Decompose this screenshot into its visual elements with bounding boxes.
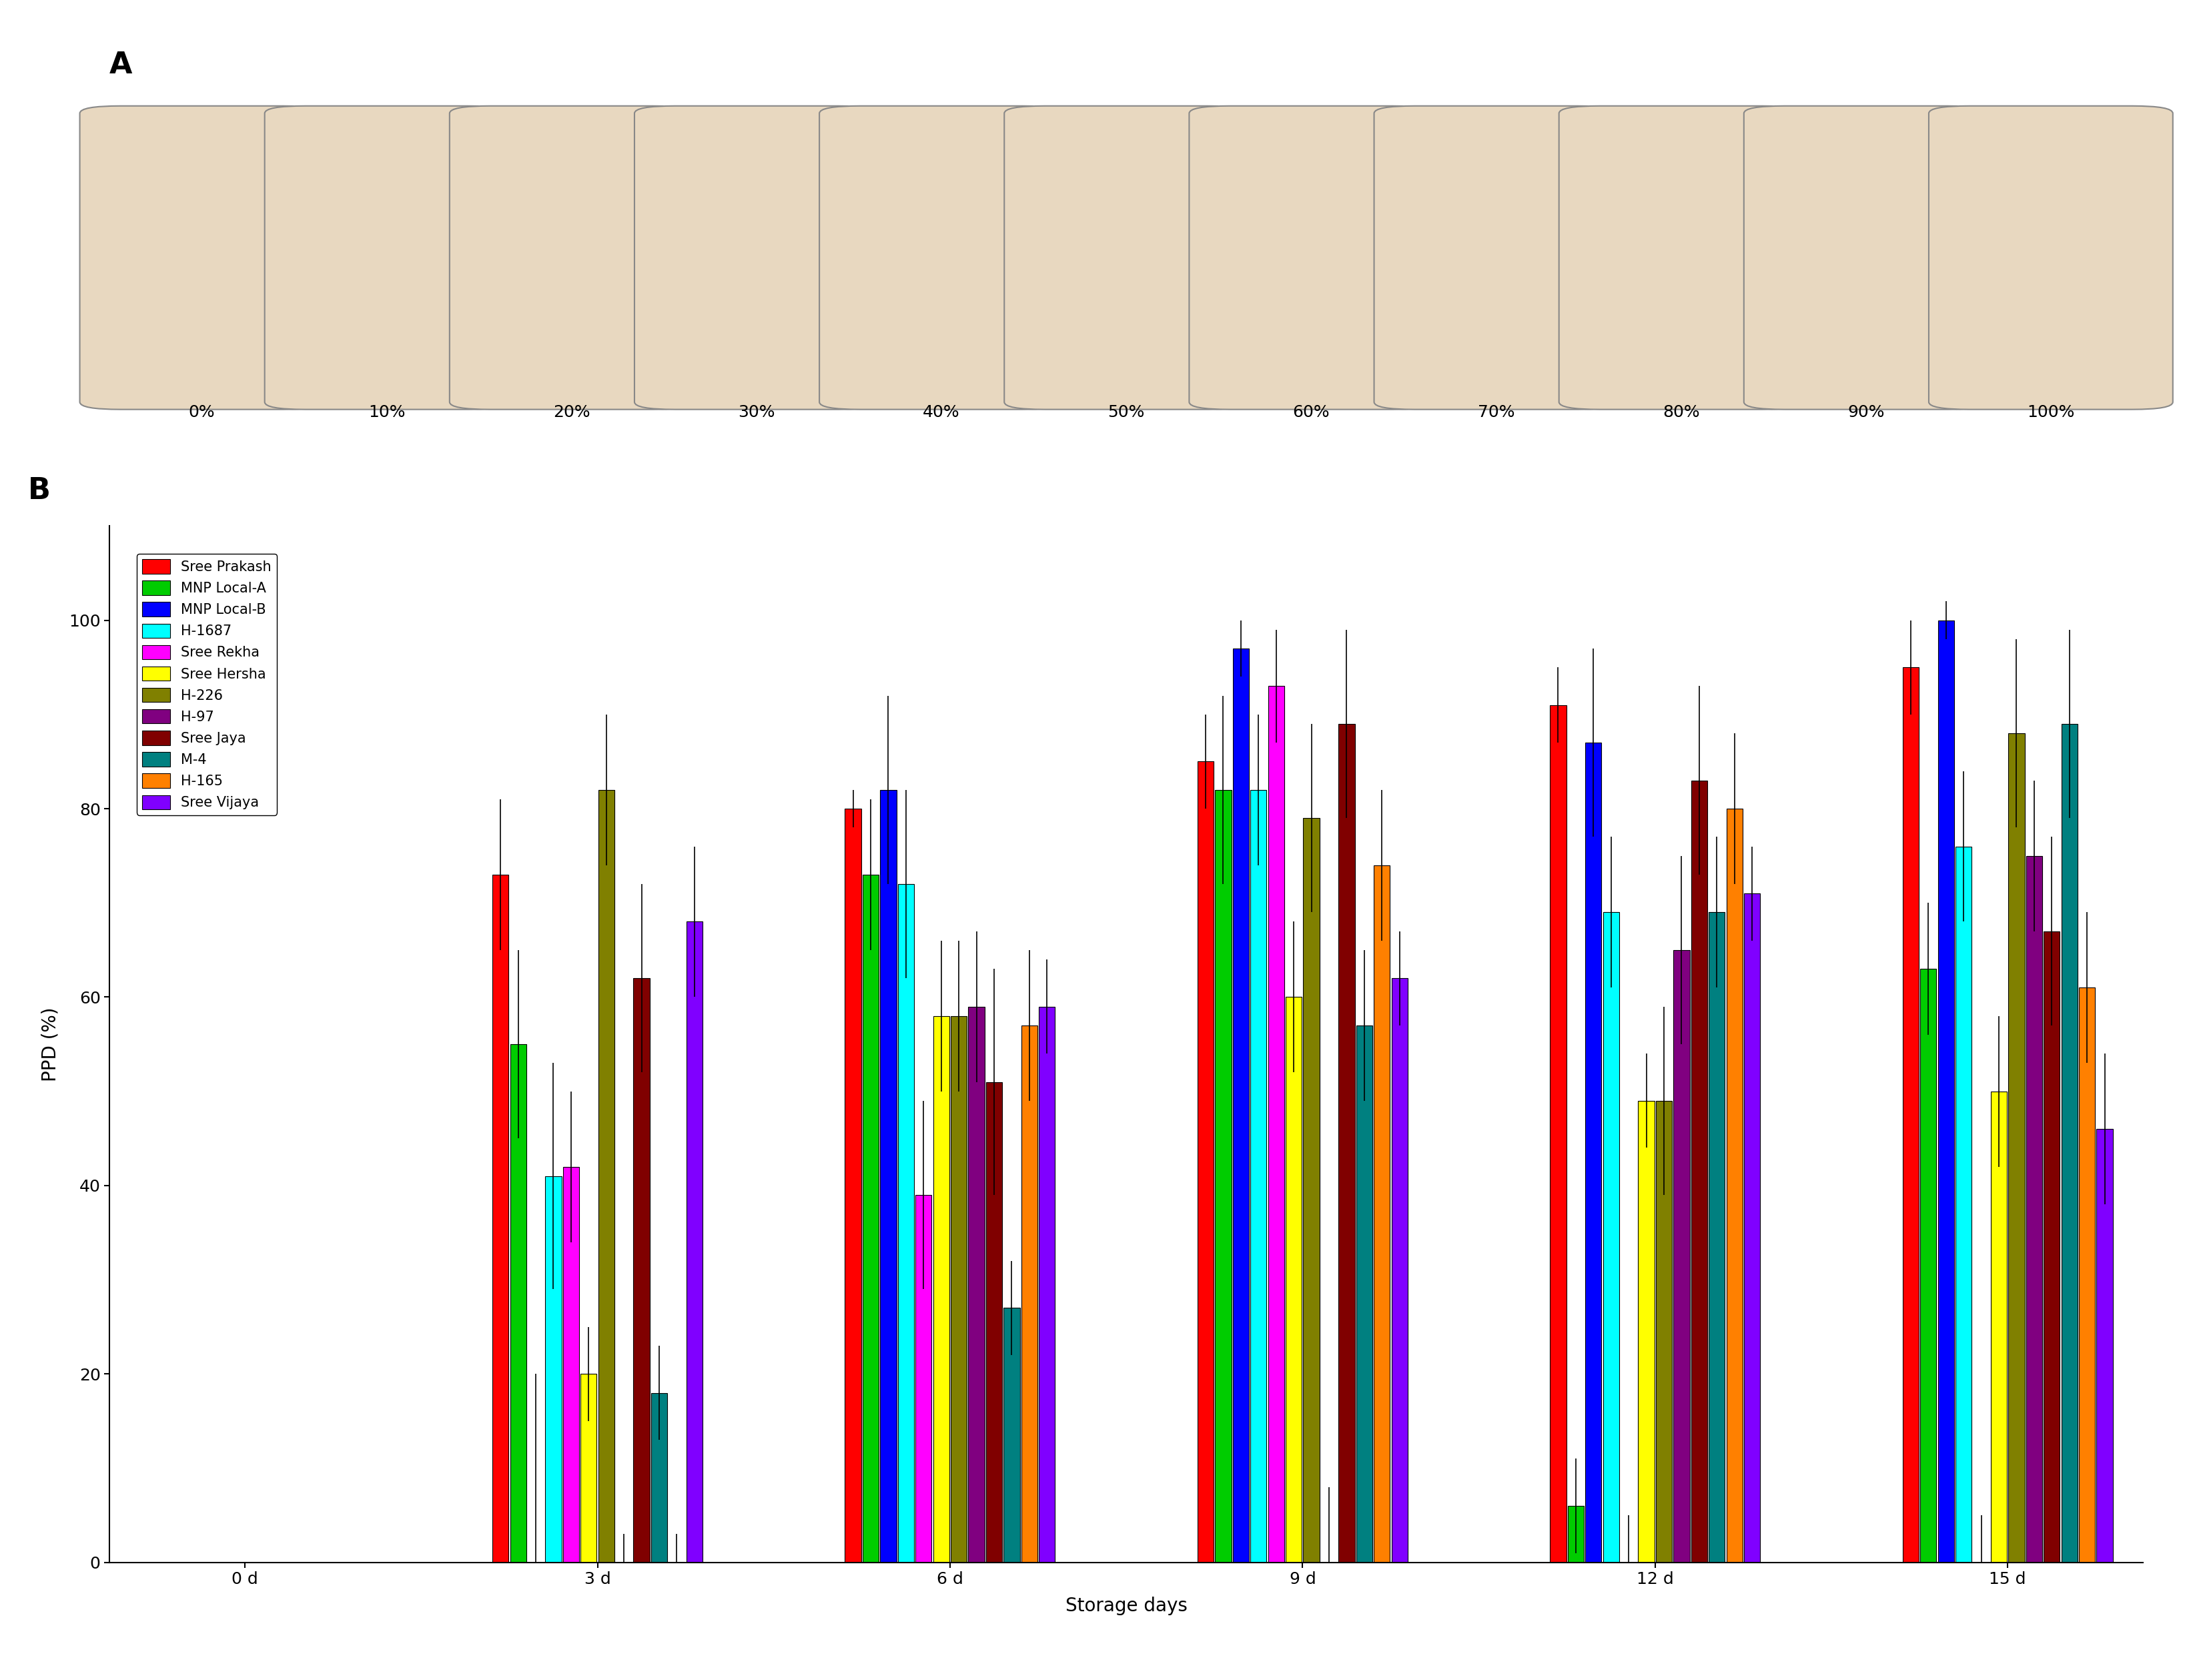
Bar [1708,912,1726,1562]
Bar [986,1082,1002,1562]
Bar [1391,978,1408,1562]
FancyBboxPatch shape [1743,106,1988,410]
Bar [580,1374,597,1562]
Bar [1691,781,1708,1562]
Text: 80%: 80% [1662,405,1699,420]
Bar [2025,855,2043,1562]
Bar [934,1016,949,1562]
Bar [1268,685,1284,1562]
Bar [2062,724,2078,1562]
Text: 50%: 50% [1109,405,1144,420]
Bar [1039,1006,1054,1562]
Bar [2080,988,2095,1562]
Bar [1373,865,1391,1562]
Bar [1955,847,1973,1562]
Bar [1743,894,1761,1562]
Bar [599,790,615,1562]
Bar [1551,706,1566,1562]
Bar [562,1166,580,1562]
FancyBboxPatch shape [265,106,510,410]
Bar [1251,790,1266,1562]
FancyBboxPatch shape [1929,106,2174,410]
Bar [1338,724,1354,1562]
Bar [1198,761,1214,1562]
Bar [1356,1025,1373,1562]
FancyBboxPatch shape [1190,106,1432,410]
Bar [2008,732,2025,1562]
Text: 0%: 0% [188,405,214,420]
Text: A: A [109,50,133,79]
Text: 60%: 60% [1293,405,1330,420]
FancyBboxPatch shape [1559,106,1802,410]
Text: B: B [28,477,50,506]
Bar [1938,620,1953,1562]
Bar [1656,1100,1673,1562]
Text: 100%: 100% [2027,405,2075,420]
Legend: Sree Prakash, MNP Local-A, MNP Local-B, H-1687, Sree Rekha, Sree Hersha, H-226, : Sree Prakash, MNP Local-A, MNP Local-B, … [136,554,278,815]
Bar [879,790,897,1562]
Bar [1726,808,1743,1562]
Text: 10%: 10% [367,405,405,420]
Bar [1286,998,1301,1562]
Bar [951,1016,967,1562]
Bar [862,875,879,1562]
FancyBboxPatch shape [1004,106,1249,410]
Bar [1903,667,1918,1562]
Bar [1920,969,1935,1562]
Bar [1568,1505,1583,1562]
Text: 30%: 30% [737,405,774,420]
Text: 90%: 90% [1848,405,1885,420]
Y-axis label: PPD (%): PPD (%) [42,1006,59,1082]
X-axis label: Storage days: Storage days [1065,1596,1188,1614]
FancyBboxPatch shape [634,106,879,410]
FancyBboxPatch shape [451,106,693,410]
Bar [1233,648,1249,1562]
Bar [2043,931,2060,1562]
Text: 40%: 40% [923,405,960,420]
Bar [844,808,862,1562]
Bar [687,922,702,1562]
Bar [969,1006,984,1562]
Bar [2097,1129,2113,1562]
Bar [510,1045,527,1562]
FancyBboxPatch shape [79,106,324,410]
Bar [1004,1309,1019,1562]
Bar [545,1176,562,1562]
Text: 20%: 20% [553,405,590,420]
Bar [634,978,650,1562]
Bar [899,884,914,1562]
FancyBboxPatch shape [1373,106,1618,410]
Bar [1638,1100,1653,1562]
Bar [1586,743,1601,1562]
Bar [1673,949,1691,1562]
Bar [916,1194,932,1562]
Text: 70%: 70% [1478,405,1516,420]
Bar [1303,818,1319,1562]
Bar [1603,912,1618,1562]
Bar [652,1393,667,1562]
Bar [1021,1025,1037,1562]
Bar [1216,790,1231,1562]
Bar [492,875,510,1562]
FancyBboxPatch shape [820,106,1063,410]
Bar [1990,1092,2008,1562]
